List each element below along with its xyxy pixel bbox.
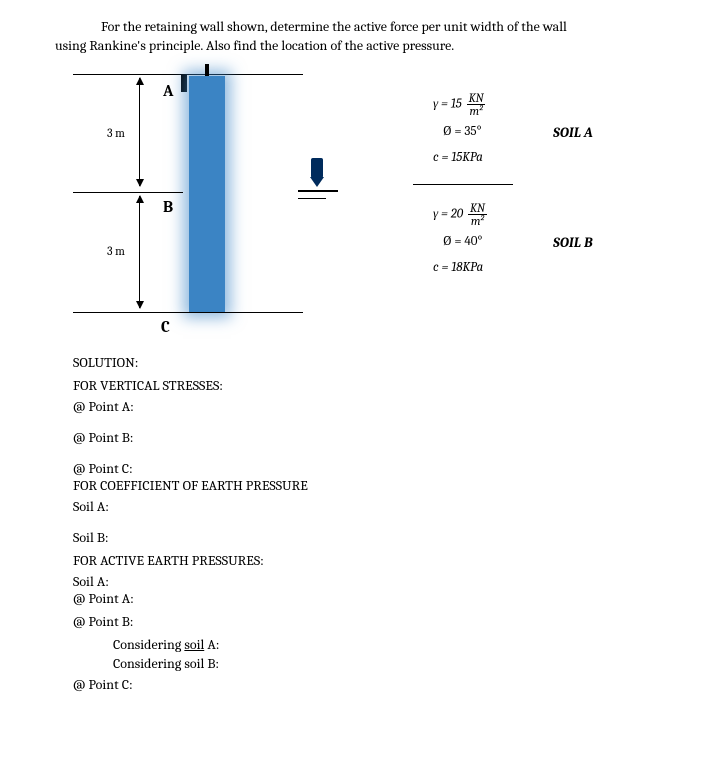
ground-line-top [73,74,303,75]
vert-at-b: @ Point B: [73,429,651,446]
active-heading: FOR ACTIVE EARTH PRESSURES: [73,552,651,569]
vert-at-c: @ Point C: [73,460,651,477]
problem-line-2: using Rankine's principle. Also find the… [55,37,651,56]
point-b-label: B [163,198,173,216]
top-tick [181,74,187,92]
soilB-gamma-num: KN [468,202,487,215]
cons-a-pre: Considering [113,636,184,653]
coeff-soil-b: Soil B: [73,529,651,546]
soil-divider [413,184,513,185]
soilB-gamma-den: m² [468,215,487,227]
coeff-heading: FOR COEFFICIENT OF EARTH PRESSURE [73,477,651,494]
solution-block: SOLUTION: FOR VERTICAL STRESSES: @ Point… [73,354,651,693]
vert-at-a: @ Point A: [73,398,651,415]
dim-ab [139,78,140,186]
water-level-icon [311,158,323,178]
considering-b: Considering soil B: [113,655,651,672]
soilB-gamma-frac: KN m² [468,202,487,227]
cons-a-soil: soil [184,636,204,653]
problem-line-1: For the retaining wall shown, determine … [55,18,651,37]
coeff-soil-a: Soil A: [73,498,651,515]
soilB-gamma: γ = 20 KN m² [433,202,487,227]
problem-text: For the retaining wall shown, determine … [55,18,651,56]
water-level-line [298,190,338,192]
soilB-label: SOIL B [553,234,593,251]
active-at-a: @ Point A: [73,590,651,607]
figure: 3 m 3 m A B C γ = 15 KN m² Ø = 35° c = 1… [73,74,633,344]
active-at-b: @ Point B: [73,613,651,630]
dim-bc [139,196,140,308]
retaining-wall [189,76,225,312]
bottom-line [73,312,303,313]
dim-ab-label: 3 m [107,126,125,140]
layer-line [73,192,183,193]
dim-bc-label: 3 m [107,244,125,258]
soilB-phi: Ø = 40° [443,234,482,249]
considering-a: Considering soil A: [113,636,651,653]
solution-heading: SOLUTION: [73,354,651,371]
soilA-gamma-lhs: γ = 15 [433,96,462,111]
soilB-c: c = 18KPa [433,260,483,275]
active-soil-a: Soil A: [73,573,651,590]
vertical-heading: FOR VERTICAL STRESSES: [73,377,651,394]
soilB-gamma-lhs: γ = 20 [433,206,463,221]
soilA-gamma-num: KN [467,92,486,105]
point-a-label: A [163,82,173,100]
soilA-phi: Ø = 35° [443,124,481,139]
soilA-gamma-frac: KN m² [467,92,486,117]
soilA-gamma-den: m² [467,105,486,117]
soilA-gamma: γ = 15 KN m² [433,92,485,117]
point-c-label: C [161,318,170,336]
soilA-c: c = 15KPa [433,150,483,165]
cons-a-post: A: [204,636,219,653]
soilA-label: SOIL A [553,124,593,141]
active-at-c: @ Point C: [73,676,651,693]
